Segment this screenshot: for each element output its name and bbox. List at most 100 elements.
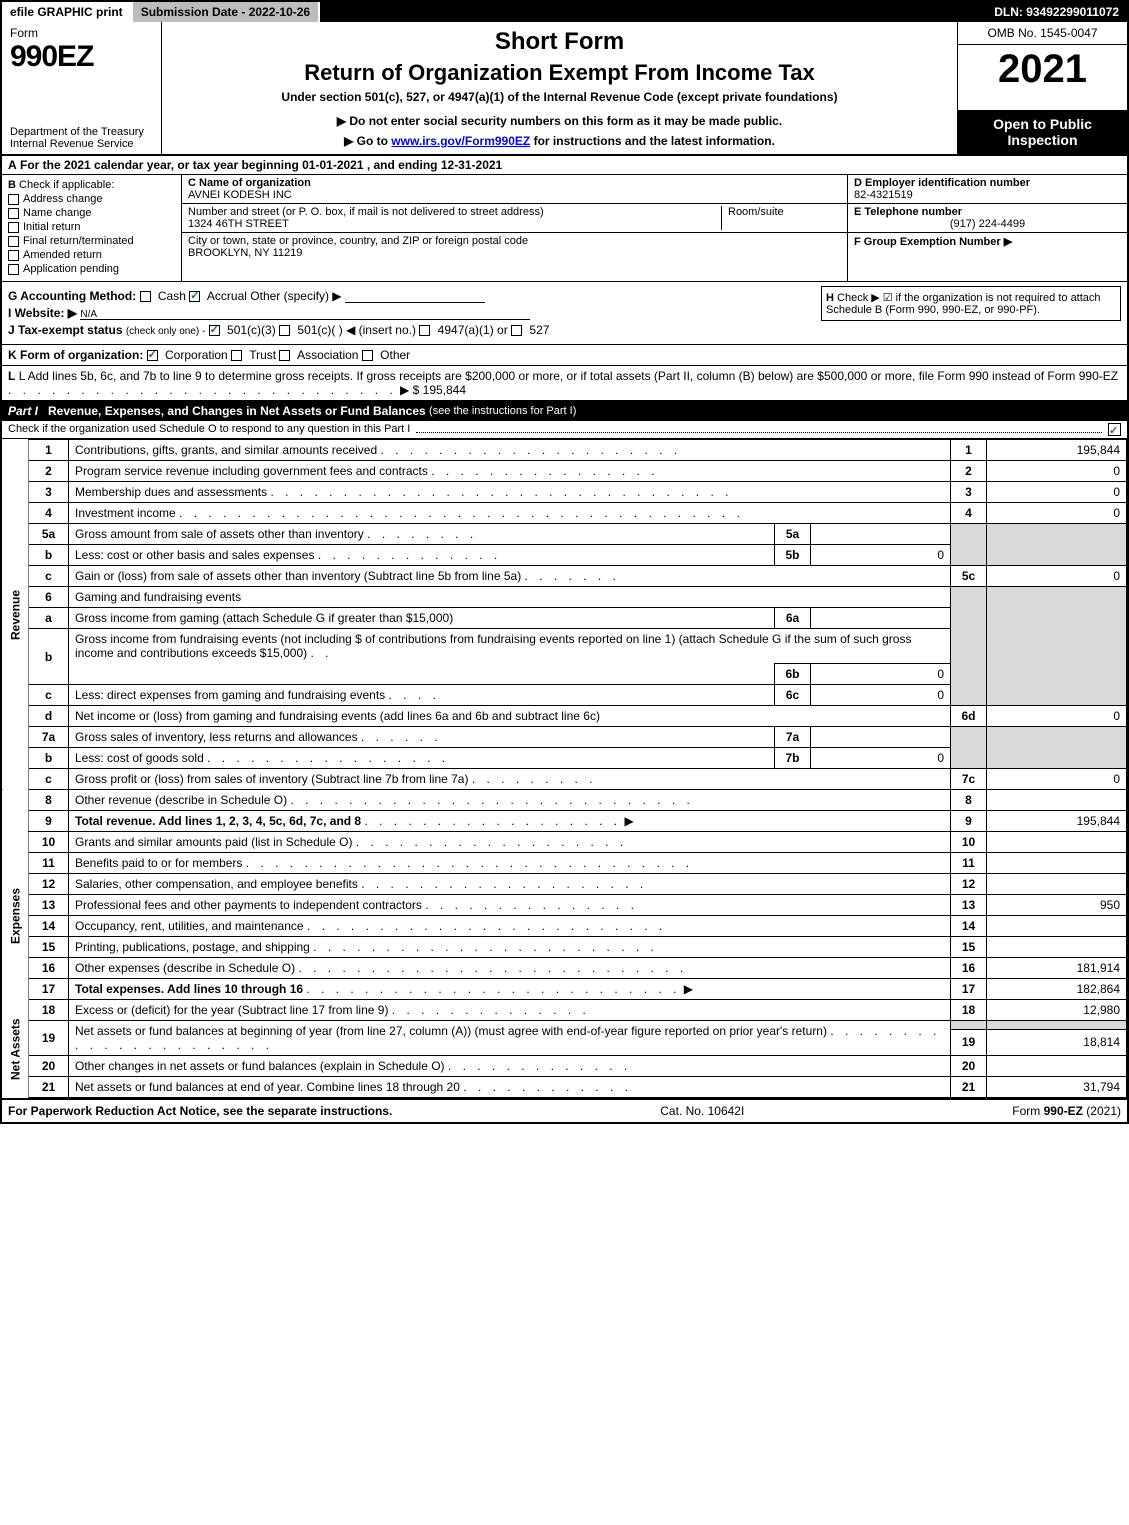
ln6d-num: d — [29, 706, 69, 727]
dln: DLN: 93492299011072 — [986, 2, 1127, 22]
ln13-col: 13 — [951, 895, 987, 916]
g-label: G Accounting Method: — [8, 289, 136, 303]
phone: (917) 224-4499 — [854, 218, 1121, 230]
ln1-num: 1 — [29, 440, 69, 461]
row-a-label: A — [8, 158, 17, 172]
efile-print[interactable]: efile GRAPHIC print — [2, 2, 133, 22]
ln17-desc: Total expenses. Add lines 10 through 16 — [75, 982, 303, 996]
ln4-desc: Investment income — [75, 506, 176, 520]
website-field[interactable]: N/A — [80, 306, 530, 320]
c-addr-lbl: Number and street (or P. O. box, if mail… — [188, 206, 721, 218]
lbl-name-change: Name change — [23, 207, 92, 219]
c-name-lbl: C Name of organization — [188, 177, 311, 189]
j-label: J Tax-exempt status — [8, 323, 123, 337]
grey-6-amt — [987, 587, 1127, 706]
lbl-amended-return: Amended return — [23, 249, 102, 261]
ln6b-desc1: Gross income from fundraising events (no… — [75, 632, 362, 646]
chk-501c3[interactable] — [209, 325, 220, 336]
part1-check-row: Check if the organization used Schedule … — [2, 421, 1127, 439]
chk-cash[interactable] — [140, 291, 151, 302]
ln6d-desc: Net income or (loss) from gaming and fun… — [75, 709, 600, 723]
lbl-initial-return: Initial return — [23, 221, 80, 233]
ln2-amt: 0 — [987, 461, 1127, 482]
section-ghij: H Check ▶ ☑ if the organization is not r… — [2, 282, 1127, 345]
chk-address-change[interactable] — [8, 194, 19, 205]
grey-6 — [951, 587, 987, 706]
ln20-amt — [987, 1056, 1127, 1077]
lbl-trust: Trust — [249, 348, 276, 362]
lbl-final-return: Final return/terminated — [23, 235, 134, 247]
chk-corporation[interactable] — [147, 350, 158, 361]
lbl-accrual: Accrual — [207, 289, 247, 303]
ln1-col: 1 — [951, 440, 987, 461]
chk-501c[interactable] — [279, 325, 290, 336]
chk-4947[interactable] — [419, 325, 430, 336]
ln5c-amt: 0 — [987, 566, 1127, 587]
chk-trust[interactable] — [231, 350, 242, 361]
chk-application-pending[interactable] — [8, 264, 19, 275]
i-label: I Website: ▶ — [8, 306, 77, 320]
h-box: H Check ▶ ☑ if the organization is not r… — [821, 286, 1121, 321]
ln18-desc: Excess or (deficit) for the year (Subtra… — [75, 1003, 388, 1017]
footer-right-pre: Form — [1012, 1104, 1043, 1118]
ln5a-sub: 5a — [775, 524, 811, 545]
part1-title: Revenue, Expenses, and Changes in Net As… — [48, 404, 426, 418]
chk-association[interactable] — [279, 350, 290, 361]
return-title: Return of Organization Exempt From Incom… — [168, 60, 951, 86]
ln16-amt: 181,914 — [987, 958, 1127, 979]
ln5c-col: 5c — [951, 566, 987, 587]
k-label: K Form of organization: — [8, 348, 143, 362]
c-city-lbl: City or town, state or province, country… — [188, 235, 841, 247]
ln7c-num: c — [29, 769, 69, 790]
ln15-col: 15 — [951, 937, 987, 958]
ln6d-col: 6d — [951, 706, 987, 727]
lbl-other-specify: Other (specify) ▶ — [250, 289, 341, 303]
part1-checkbox[interactable] — [1108, 423, 1121, 436]
part1-check-text: Check if the organization used Schedule … — [8, 423, 410, 436]
chk-name-change[interactable] — [8, 208, 19, 219]
netassets-side-label: Net Assets — [2, 1000, 29, 1098]
footer-right: Form 990-EZ (2021) — [1012, 1104, 1121, 1118]
ln19-num: 19 — [29, 1021, 69, 1056]
row-k: K Form of organization: Corporation Trus… — [2, 345, 1127, 366]
goto-line: ▶ Go to www.irs.gov/Form990EZ for instru… — [168, 134, 951, 148]
ln8-amt — [987, 790, 1127, 811]
goto-post: for instructions and the latest informat… — [530, 134, 775, 148]
ln12-desc: Salaries, other compensation, and employ… — [75, 877, 358, 891]
chk-527[interactable] — [511, 325, 522, 336]
revenue-side-label: Revenue — [2, 440, 29, 790]
chk-other-org[interactable] — [362, 350, 373, 361]
ln14-col: 14 — [951, 916, 987, 937]
ln15-num: 15 — [29, 937, 69, 958]
open-inspection: Open to Public Inspection — [958, 110, 1127, 154]
chk-initial-return[interactable] — [8, 222, 19, 233]
ln6c-desc: Less: direct expenses from gaming and fu… — [75, 688, 385, 702]
form-990ez-page: efile GRAPHIC print Submission Date - 20… — [0, 0, 1129, 1124]
ln4-col: 4 — [951, 503, 987, 524]
ln16-col: 16 — [951, 958, 987, 979]
ln4-num: 4 — [29, 503, 69, 524]
chk-accrual[interactable] — [189, 291, 200, 302]
chk-final-return[interactable] — [8, 236, 19, 247]
ln11-amt — [987, 853, 1127, 874]
org-name: AVNEI KODESH INC — [188, 189, 841, 201]
section-def: D Employer identification number 82-4321… — [847, 175, 1127, 281]
grey-7 — [951, 727, 987, 769]
b-title: Check if applicable: — [19, 179, 114, 191]
ln7a-num: 7a — [29, 727, 69, 748]
ln2-num: 2 — [29, 461, 69, 482]
ln5a-subval — [811, 524, 951, 545]
lbl-association: Association — [297, 348, 358, 362]
ln14-amt — [987, 916, 1127, 937]
header-left: Form 990EZ Department of the Treasury In… — [2, 22, 162, 154]
room-lbl: Room/suite — [728, 206, 841, 218]
chk-amended-return[interactable] — [8, 250, 19, 261]
ln5b-desc: Less: cost or other basis and sales expe… — [75, 548, 314, 562]
ln7a-sub: 7a — [775, 727, 811, 748]
goto-pre: ▶ Go to — [344, 134, 391, 148]
ln6b-sub: 6b — [775, 664, 811, 685]
lbl-address-change: Address change — [23, 193, 103, 205]
irs-link[interactable]: www.irs.gov/Form990EZ — [391, 134, 530, 148]
other-specify-blank[interactable] — [345, 289, 485, 303]
ln3-desc: Membership dues and assessments — [75, 485, 267, 499]
